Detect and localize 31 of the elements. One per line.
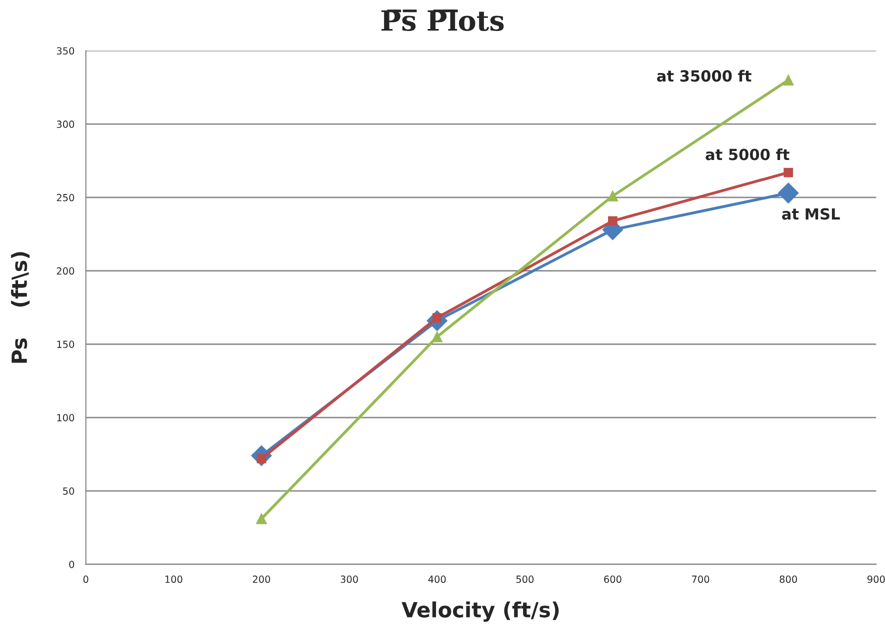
x-tick-label: 700 [692, 576, 710, 583]
series-label: at 5000 ft [706, 148, 790, 160]
y-tick-label: 300 [56, 120, 74, 128]
point [782, 74, 794, 86]
x-tick-label: 900 [867, 576, 885, 583]
point [256, 513, 267, 524]
y-tick-label: 350 [56, 47, 74, 55]
y-tick-label: 50 [63, 487, 74, 495]
y-tick-label: 200 [56, 267, 74, 275]
y-axis-title: Ps (ft\s) [11, 252, 30, 363]
x-tick-label: 400 [428, 576, 446, 583]
x-tick-label: 600 [604, 576, 622, 583]
x-tick-label: 800 [780, 576, 797, 583]
x-tick-label: 0 [83, 576, 88, 583]
y-tick-label: 250 [56, 194, 74, 202]
point [784, 168, 794, 178]
y-tick-label: 0 [69, 560, 74, 568]
point [608, 216, 618, 226]
y-tick-label: 100 [57, 414, 74, 422]
x-tick-label: 100 [165, 576, 182, 583]
point [778, 182, 799, 204]
x-tick-label: 200 [252, 576, 270, 583]
point [432, 331, 442, 342]
series-label: at MSL [782, 208, 840, 220]
x-tick-label: 300 [340, 576, 358, 583]
x-axis-title: Velocity (ft/s) [402, 601, 559, 622]
chart-title: P̅s̅ P̅l̅ots [381, 10, 504, 32]
series-label: at 35000 ft [657, 70, 752, 82]
point [607, 190, 618, 202]
x-tick-label: 500 [516, 576, 534, 583]
y-tick-label: 150 [57, 340, 74, 348]
